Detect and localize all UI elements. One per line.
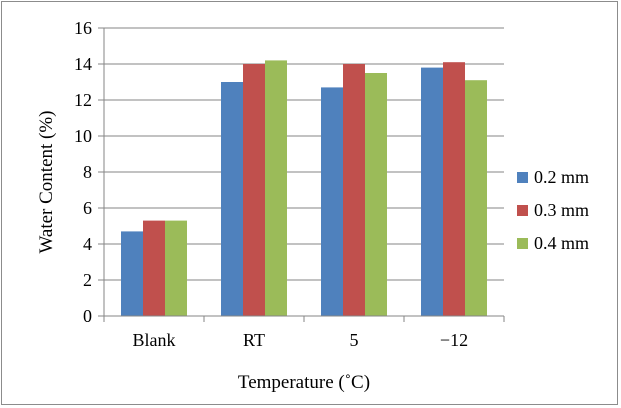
y-tick-label: 16	[74, 18, 92, 38]
legend-entry: 0.2 mm	[534, 167, 589, 187]
bar	[221, 82, 243, 316]
bar	[343, 64, 365, 316]
y-tick-labels: 0 2 4 6 8 10 12 14 16	[74, 18, 92, 326]
legend: 0.2 mm 0.3 mm 0.4 mm	[517, 167, 589, 253]
bar	[143, 220, 165, 316]
x-tick-label: Blank	[133, 330, 176, 350]
bar	[443, 62, 465, 317]
y-axis-label: Water Content (%)	[36, 110, 57, 253]
bar	[321, 87, 343, 317]
y-tick-label: 4	[83, 234, 92, 254]
bar	[243, 64, 265, 316]
y-tick-label: 12	[74, 90, 92, 110]
bar	[465, 80, 487, 316]
legend-swatch	[517, 238, 528, 249]
x-tick-label: 5	[350, 330, 359, 350]
y-tick-label: 10	[74, 126, 92, 146]
legend-entry: 0.3 mm	[534, 200, 589, 220]
x-tick-label: −12	[440, 330, 468, 350]
bar	[165, 220, 187, 316]
x-tick-labels: Blank RT 5 −12	[133, 330, 469, 350]
bar	[265, 60, 287, 317]
y-tick-label: 14	[74, 54, 92, 74]
bar	[365, 73, 387, 316]
x-tick-label: RT	[243, 330, 265, 350]
y-tick-label: 0	[83, 306, 92, 326]
legend-entry: 0.4 mm	[534, 233, 589, 253]
axes	[98, 27, 505, 322]
x-axis-label: Temperature (˚C)	[238, 372, 370, 393]
y-tick-label: 2	[83, 270, 92, 290]
legend-swatch	[517, 205, 528, 216]
bar	[121, 231, 143, 316]
legend-swatch	[517, 172, 528, 183]
bar	[421, 67, 443, 316]
y-tick-label: 6	[83, 198, 92, 218]
y-tick-label: 8	[83, 162, 92, 182]
bars	[121, 60, 487, 317]
